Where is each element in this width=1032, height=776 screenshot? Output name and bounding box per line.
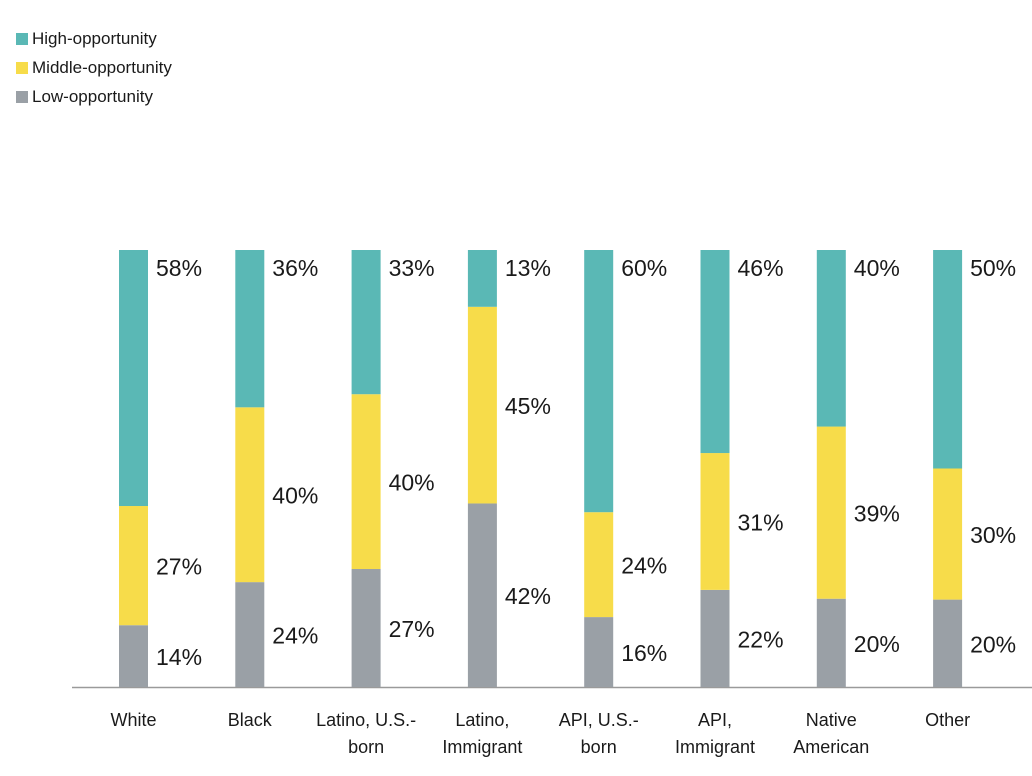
value-label-low-4: 16% (621, 640, 667, 666)
legend: High-opportunity Middle-opportunity Low-… (16, 24, 172, 111)
value-label-low-2: 27% (389, 616, 435, 642)
bar-middle-0 (119, 506, 148, 626)
bar-middle-4 (584, 512, 614, 618)
value-label-high-6: 40% (854, 255, 900, 281)
bar-high-1 (235, 250, 265, 408)
bar-high-2 (351, 250, 381, 395)
value-label-middle-2: 40% (389, 470, 435, 496)
value-label-low-3: 42% (505, 583, 551, 609)
value-label-low-6: 20% (854, 631, 900, 657)
value-label-middle-0: 27% (156, 554, 202, 580)
value-label-low-0: 14% (156, 644, 202, 670)
category-label-0-0: White (110, 710, 156, 730)
category-label-4-1: born (581, 737, 617, 757)
category-label-1-0: Black (228, 710, 273, 730)
legend-swatch-high (16, 32, 28, 45)
bar-low-0 (119, 625, 148, 687)
bar-middle-2 (351, 394, 381, 570)
bar-middle-1 (235, 407, 265, 583)
value-label-middle-4: 24% (621, 553, 667, 579)
category-label-4-0: API, U.S.- (559, 710, 639, 730)
legend-item-middle: Middle-opportunity (16, 53, 172, 82)
category-label-6-0: Native (806, 710, 857, 730)
bar-low-2 (351, 569, 381, 687)
value-label-low-7: 20% (970, 631, 1016, 657)
legend-label-high: High-opportunity (32, 28, 157, 48)
value-label-high-0: 58% (156, 255, 202, 281)
legend-item-low: Low-opportunity (16, 82, 172, 111)
value-label-middle-3: 45% (505, 393, 551, 419)
category-label-2-0: Latino, U.S.- (316, 710, 416, 730)
legend-label-middle: Middle-opportunity (32, 57, 172, 77)
value-label-high-2: 33% (389, 255, 435, 281)
bar-high-7 (933, 250, 963, 469)
bar-middle-5 (700, 453, 730, 590)
category-label-5-1: Immigrant (675, 737, 755, 757)
bar-low-6 (816, 598, 846, 687)
category-label-5-0: API, (698, 710, 732, 730)
value-label-middle-5: 31% (738, 509, 784, 535)
value-label-low-1: 24% (272, 623, 318, 649)
value-label-high-4: 60% (621, 255, 667, 281)
bar-low-1 (235, 582, 265, 687)
legend-label-low: Low-opportunity (32, 86, 153, 106)
bar-high-0 (119, 250, 148, 507)
value-label-high-1: 36% (272, 255, 318, 281)
value-label-high-7: 50% (970, 255, 1016, 281)
bar-high-5 (700, 250, 730, 454)
category-label-3-0: Latino, (455, 710, 509, 730)
category-label-2-1: born (348, 737, 384, 757)
category-label-6-1: American (793, 737, 869, 757)
value-label-middle-7: 30% (970, 522, 1016, 548)
legend-swatch-middle (16, 61, 28, 74)
bar-high-6 (816, 250, 846, 427)
bar-high-4 (584, 250, 614, 513)
value-label-high-3: 13% (505, 255, 551, 281)
bar-low-7 (933, 599, 963, 687)
value-label-middle-6: 39% (854, 501, 900, 527)
legend-item-high: High-opportunity (16, 24, 172, 53)
bar-middle-3 (467, 306, 497, 504)
bar-low-4 (584, 617, 614, 687)
bar-low-5 (700, 589, 730, 687)
bar-middle-7 (933, 468, 963, 600)
legend-swatch-low (16, 90, 28, 103)
value-label-middle-1: 40% (272, 483, 318, 509)
category-label-3-1: Immigrant (442, 737, 522, 757)
category-label-7-0: Other (925, 710, 970, 730)
value-label-low-5: 22% (738, 626, 784, 652)
value-label-high-5: 46% (738, 255, 784, 281)
bar-high-3 (467, 250, 497, 307)
bar-low-3 (467, 503, 497, 687)
bar-middle-6 (816, 426, 846, 599)
